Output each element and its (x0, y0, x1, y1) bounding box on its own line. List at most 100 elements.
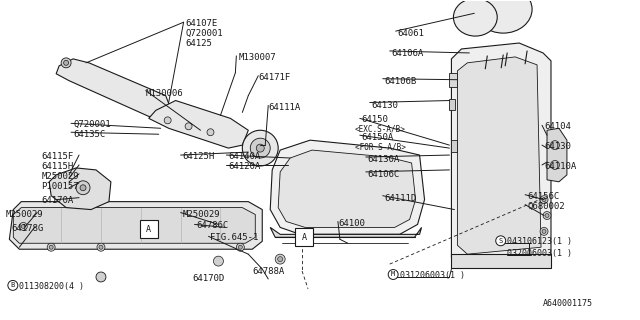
Circle shape (19, 222, 28, 230)
Text: 032006003(1 ): 032006003(1 ) (507, 249, 572, 258)
Text: M130006: M130006 (146, 89, 184, 98)
Circle shape (550, 141, 559, 149)
Text: 64111A: 64111A (268, 102, 300, 111)
Circle shape (542, 198, 546, 202)
Circle shape (185, 123, 192, 130)
Text: 64100: 64100 (338, 220, 365, 228)
Ellipse shape (474, 0, 532, 33)
Circle shape (496, 236, 506, 246)
Polygon shape (278, 150, 415, 228)
Text: 64170A: 64170A (41, 196, 74, 205)
Polygon shape (13, 208, 255, 243)
Circle shape (96, 272, 106, 282)
Text: 64115H: 64115H (41, 162, 74, 171)
Text: M130007: M130007 (238, 53, 276, 62)
FancyBboxPatch shape (295, 228, 313, 246)
Circle shape (275, 254, 285, 264)
Text: <FOR S-A/B>: <FOR S-A/B> (355, 142, 406, 151)
Polygon shape (270, 140, 424, 234)
Circle shape (388, 269, 398, 279)
Circle shape (540, 228, 548, 235)
Text: B: B (11, 283, 15, 288)
Circle shape (164, 117, 171, 124)
Text: 64788A: 64788A (252, 267, 285, 276)
Circle shape (243, 130, 278, 166)
Text: 64178G: 64178G (12, 224, 44, 233)
Text: M: M (391, 271, 396, 277)
Text: 64786C: 64786C (196, 221, 228, 230)
Text: 64130A: 64130A (368, 155, 400, 164)
Text: <EXC.S-A/B>: <EXC.S-A/B> (355, 124, 406, 133)
Bar (451, 254, 551, 268)
Bar (449, 73, 458, 87)
Text: 64111D: 64111D (385, 194, 417, 203)
Circle shape (550, 161, 559, 169)
Polygon shape (148, 100, 248, 148)
Circle shape (63, 60, 68, 65)
Polygon shape (451, 43, 551, 267)
Circle shape (8, 280, 18, 290)
Text: 64130: 64130 (544, 142, 571, 151)
Ellipse shape (453, 0, 497, 36)
Circle shape (21, 224, 26, 228)
Text: 64115F: 64115F (41, 152, 74, 161)
Text: 64110A: 64110A (544, 162, 576, 171)
Text: 64150A: 64150A (362, 133, 394, 142)
Circle shape (256, 144, 264, 152)
Text: 64061: 64061 (397, 29, 424, 38)
Circle shape (543, 212, 551, 220)
Circle shape (47, 243, 55, 251)
Circle shape (214, 256, 223, 266)
Text: 64150: 64150 (362, 116, 388, 124)
Circle shape (97, 243, 105, 251)
Text: 64106C: 64106C (368, 170, 400, 179)
Text: Q720001: Q720001 (186, 29, 223, 38)
Circle shape (99, 245, 103, 249)
Text: A640001175: A640001175 (543, 299, 593, 308)
Text: 64171F: 64171F (259, 73, 291, 82)
Text: 64120A: 64120A (228, 162, 260, 171)
Circle shape (540, 196, 548, 204)
Text: M250029: M250029 (5, 210, 43, 219)
Circle shape (250, 138, 270, 158)
Text: A: A (147, 225, 151, 234)
Text: 043106123(1 ): 043106123(1 ) (507, 237, 572, 246)
Circle shape (61, 58, 71, 68)
Polygon shape (458, 57, 541, 254)
Polygon shape (10, 202, 262, 249)
Circle shape (545, 213, 549, 218)
Circle shape (236, 243, 244, 251)
Text: 64135C: 64135C (73, 130, 106, 139)
Text: 64125: 64125 (186, 39, 212, 48)
Circle shape (238, 245, 243, 249)
Text: FIG.645-1: FIG.645-1 (211, 233, 259, 242)
Text: Q680002: Q680002 (527, 202, 564, 211)
Text: 64156C: 64156C (527, 192, 559, 201)
Circle shape (49, 245, 53, 249)
Polygon shape (270, 228, 422, 237)
FancyBboxPatch shape (140, 220, 157, 238)
Text: 64106B: 64106B (385, 77, 417, 86)
Circle shape (542, 229, 546, 233)
Circle shape (80, 185, 86, 191)
Text: 031206003(1 ): 031206003(1 ) (399, 271, 465, 280)
Text: 64104: 64104 (544, 122, 571, 131)
Circle shape (278, 257, 283, 262)
Text: M250029: M250029 (182, 210, 220, 219)
Polygon shape (56, 59, 171, 118)
Text: S: S (499, 238, 503, 244)
Bar (449, 99, 456, 110)
Text: 64170D: 64170D (193, 274, 225, 283)
Polygon shape (49, 168, 111, 210)
Text: 64107E: 64107E (186, 19, 218, 28)
Text: 64140A: 64140A (228, 152, 260, 161)
Text: A: A (301, 233, 307, 242)
Text: P100157: P100157 (41, 182, 79, 191)
Text: Q720001: Q720001 (73, 120, 111, 129)
Text: 64125H: 64125H (182, 152, 215, 161)
Circle shape (76, 181, 90, 195)
Text: M250029: M250029 (41, 172, 79, 181)
Bar (451, 140, 458, 152)
Circle shape (207, 129, 214, 136)
Text: 64106A: 64106A (392, 49, 424, 58)
